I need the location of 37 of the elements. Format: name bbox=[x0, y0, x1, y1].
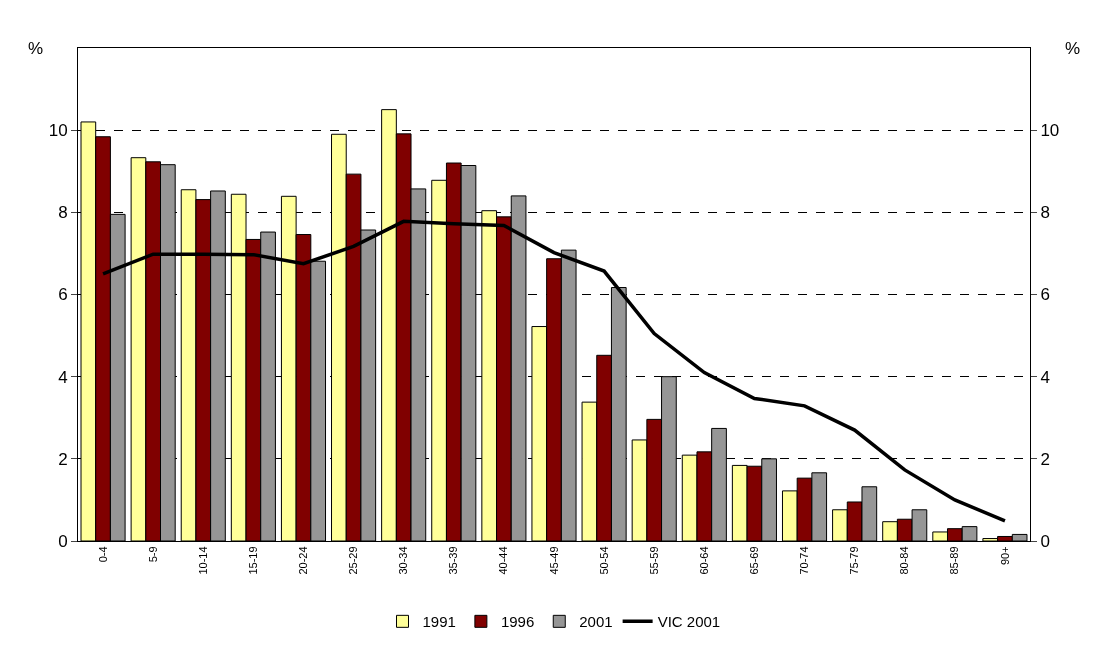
x-tick-label: 50-54 bbox=[597, 546, 610, 575]
y2-axis-title: % bbox=[1065, 39, 1081, 58]
y-axis-title: % bbox=[28, 39, 44, 58]
x-tick-label: 90+ bbox=[998, 546, 1011, 566]
x-tick-label: 60-64 bbox=[697, 546, 710, 575]
legend-label: 1996 bbox=[500, 613, 535, 631]
x-tick-label: 5-9 bbox=[146, 546, 159, 563]
x-tick-label: 65-69 bbox=[747, 546, 760, 575]
x-tick-label: 10-14 bbox=[196, 546, 209, 575]
y2-tick-label: 0 bbox=[1040, 531, 1050, 551]
x-tick-label: 45-49 bbox=[547, 546, 560, 575]
x-tick-label: 40-44 bbox=[497, 546, 510, 575]
y2-tick-label: 4 bbox=[1040, 367, 1050, 387]
x-tick-label: 70-74 bbox=[798, 546, 811, 575]
x-tick-label: 85-89 bbox=[948, 546, 961, 575]
x-tick-label: 80-84 bbox=[898, 546, 911, 575]
legend-label: VIC 2001 bbox=[657, 613, 721, 631]
x-tick-label: 30-34 bbox=[397, 546, 410, 575]
legend-label: 1991 bbox=[422, 613, 456, 631]
y2-tick-label: 10 bbox=[1040, 121, 1060, 141]
x-tick-label: 55-59 bbox=[647, 546, 660, 575]
y-tick-label: 2 bbox=[58, 449, 68, 469]
y-tick-label: 4 bbox=[58, 367, 68, 387]
y2-tick-label: 8 bbox=[1040, 203, 1050, 223]
x-tick-label: 0-4 bbox=[96, 546, 109, 563]
y-tick-label: 8 bbox=[58, 203, 68, 223]
y2-tick-label: 6 bbox=[1040, 285, 1050, 305]
x-tick-label: 20-24 bbox=[297, 546, 310, 575]
x-tick-label: 35-39 bbox=[447, 546, 460, 575]
legend-label: 2001 bbox=[579, 613, 613, 631]
x-tick-label: 75-79 bbox=[848, 546, 861, 575]
x-tick-label: 15-19 bbox=[246, 546, 259, 575]
y-tick-label: 0 bbox=[58, 531, 68, 551]
y-tick-label: 6 bbox=[58, 285, 68, 305]
y2-tick-label: 2 bbox=[1040, 449, 1050, 469]
x-tick-label: 25-29 bbox=[347, 546, 360, 575]
y-tick-label: 10 bbox=[48, 121, 68, 141]
